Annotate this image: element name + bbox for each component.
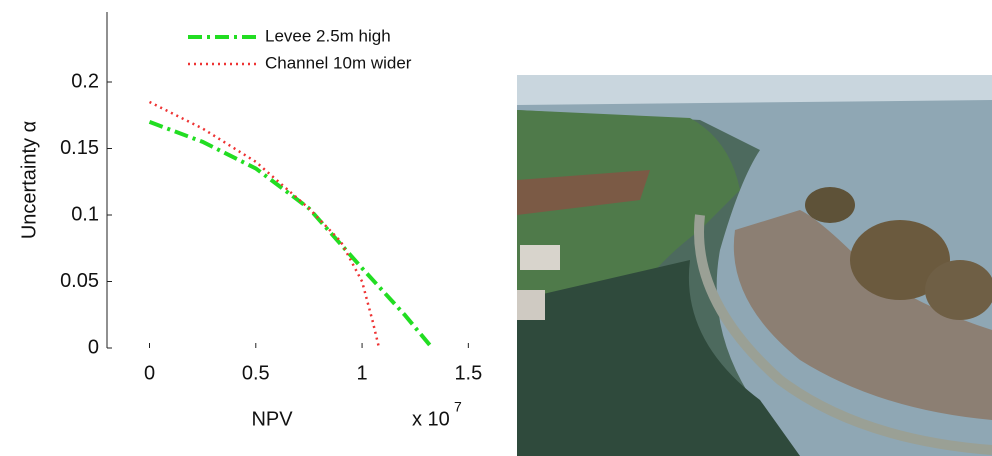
x-tick-label: 1: [357, 362, 368, 384]
chart: NPV x 10 7 Uncertainty α 0 0.05 0.1 0.15 0.2…: [0, 0, 992, 456]
x-exponent: 7: [454, 399, 462, 415]
x-tick-label: 0.5: [242, 362, 270, 384]
x-tick-label: 0: [144, 362, 155, 384]
y-tick-label: 0.1: [71, 203, 99, 225]
legend-label: Channel 10m wider: [265, 53, 412, 72]
x-multiplier: x 10: [412, 408, 450, 430]
y-tick-label: 0.05: [60, 270, 99, 292]
y-tick-label: 0.2: [71, 70, 99, 92]
x-tick-label: 1.5: [454, 362, 482, 384]
photo: [517, 75, 992, 456]
series-line: [150, 122, 433, 348]
page: NPV x 10 7 Uncertainty α 0 0.05 0.1 0.15 0.2…: [0, 0, 992, 456]
y-tick-label: 0.15: [60, 137, 99, 159]
y-axis-label: Uncertainty α: [18, 121, 40, 239]
legend-label: Levee 2.5m high: [265, 26, 391, 45]
y-tick-label: 0: [88, 336, 99, 358]
series-line: [150, 102, 380, 348]
x-axis-label: NPV: [251, 408, 293, 430]
